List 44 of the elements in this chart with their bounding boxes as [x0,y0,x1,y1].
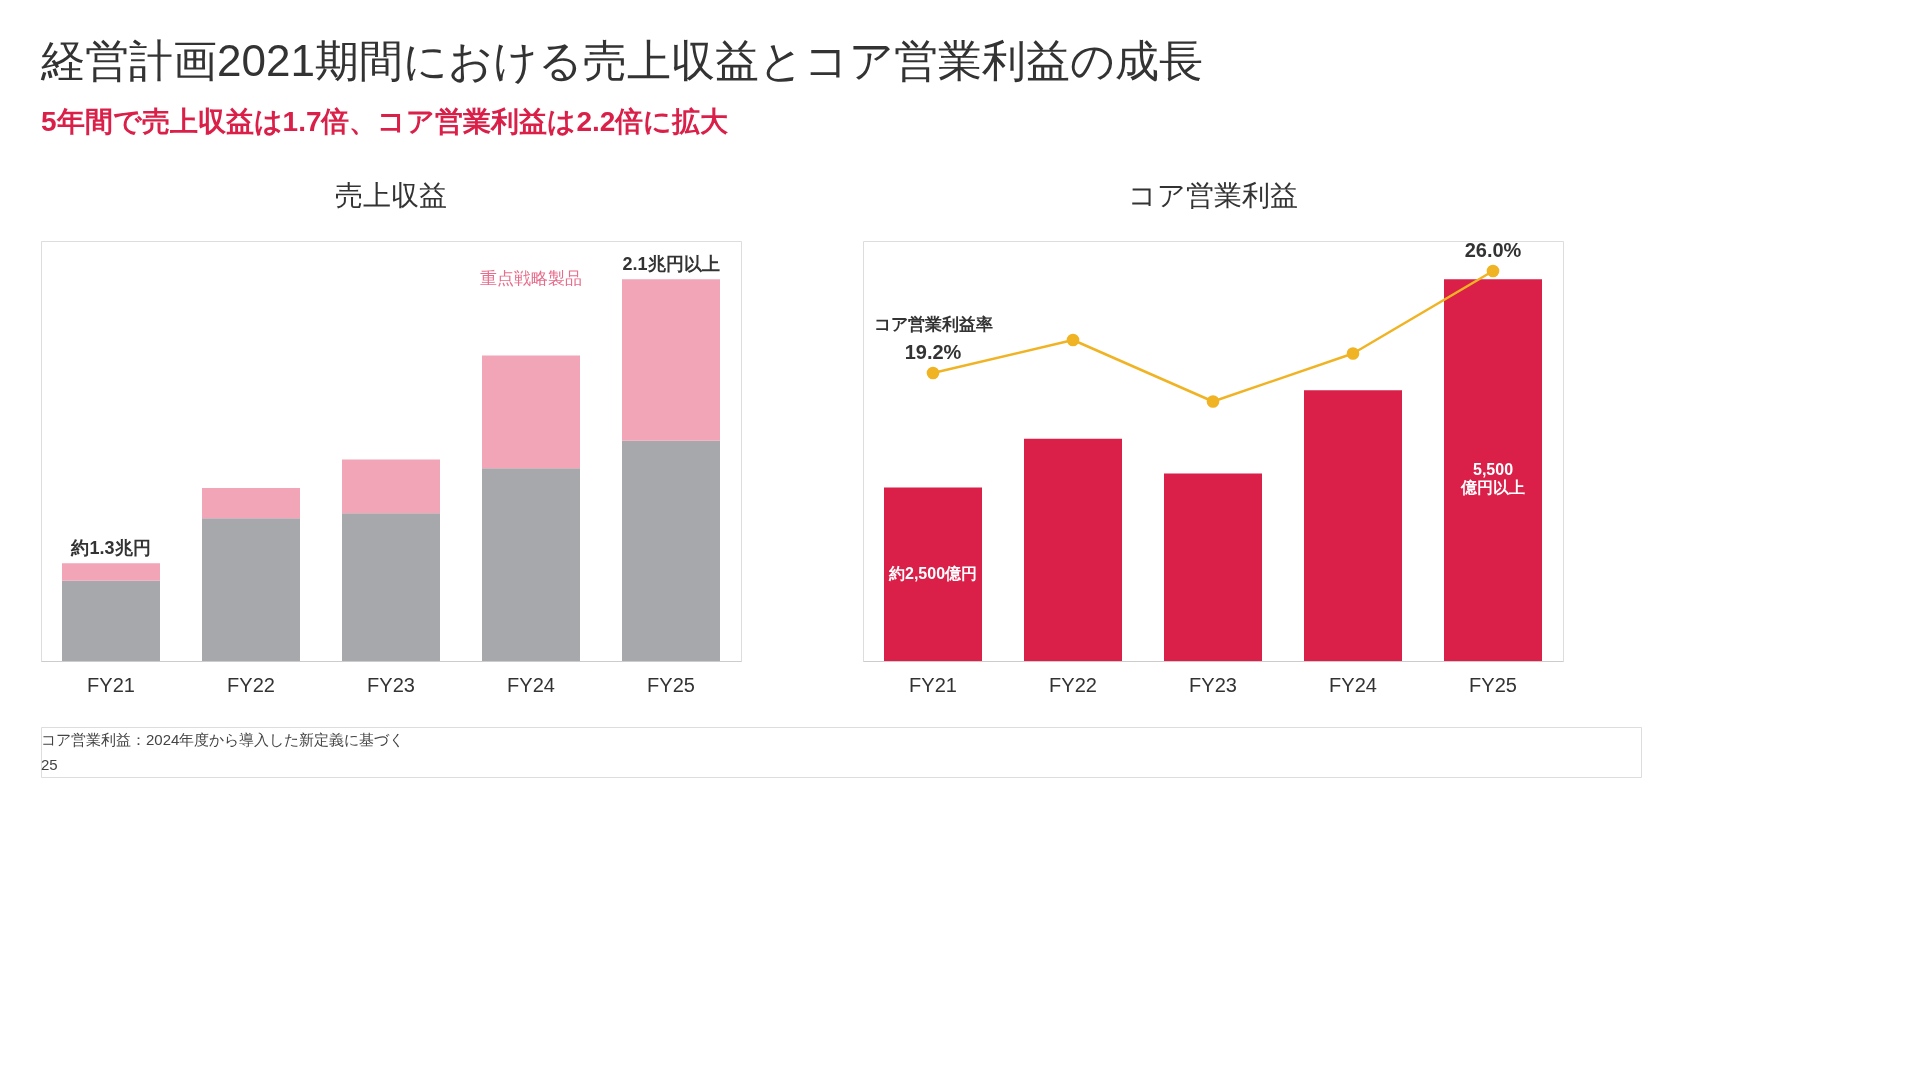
text: 重点戦略製品 [480,269,582,289]
data-label: 26.0% [1464,239,1522,261]
bar [342,513,440,661]
annotation: 2.1兆円以上 [622,254,720,275]
point [1066,333,1080,347]
x-tick-label: FY24 [1329,673,1377,696]
series-label: コア営業利益率 [873,315,993,334]
text: 経営計画2021期間における売上収益とコア営業利益の成長 [40,35,1203,85]
x-tick-label: FY22 [227,673,275,696]
bar [1164,473,1262,661]
bar [62,580,160,661]
chart-title: コア営業利益 [1128,180,1298,211]
chart-title: 売上収益 [335,180,447,211]
text: 25 [41,755,58,773]
bar [202,488,300,519]
point [1206,395,1220,408]
bar [884,487,982,661]
x-tick-label: FY21 [909,673,957,696]
bar [202,518,300,661]
point [926,366,940,380]
text: 5年間で売上収益は1.7倍、コア営業利益は2.2倍に拡大 [41,105,730,137]
bar [622,440,720,661]
bar [1444,279,1542,661]
bar [1304,390,1402,661]
data-label: 約2,500億円 [887,565,978,583]
bar [482,468,580,661]
x-tick-label: FY24 [507,673,555,696]
point [1486,264,1500,278]
data-label: 5,500 億円以上 [1460,461,1525,497]
x-tick-label: FY23 [367,673,415,696]
x-tick-label: FY25 [647,673,695,696]
bar [62,563,160,581]
x-tick-label: FY22 [1049,673,1097,696]
x-tick-label: FY21 [87,673,135,696]
point [1346,347,1360,360]
text: コア営業利益：2024年度から導入した新定義に基づく [41,730,405,748]
x-tick-label: FY25 [1469,673,1517,696]
bar [342,459,440,514]
bar [1024,438,1122,661]
bar [482,355,580,469]
annotation: 約1.3兆円 [70,538,151,559]
bar [622,279,720,441]
x-tick-label: FY23 [1189,673,1237,696]
data-label: 19.2% [904,341,962,363]
